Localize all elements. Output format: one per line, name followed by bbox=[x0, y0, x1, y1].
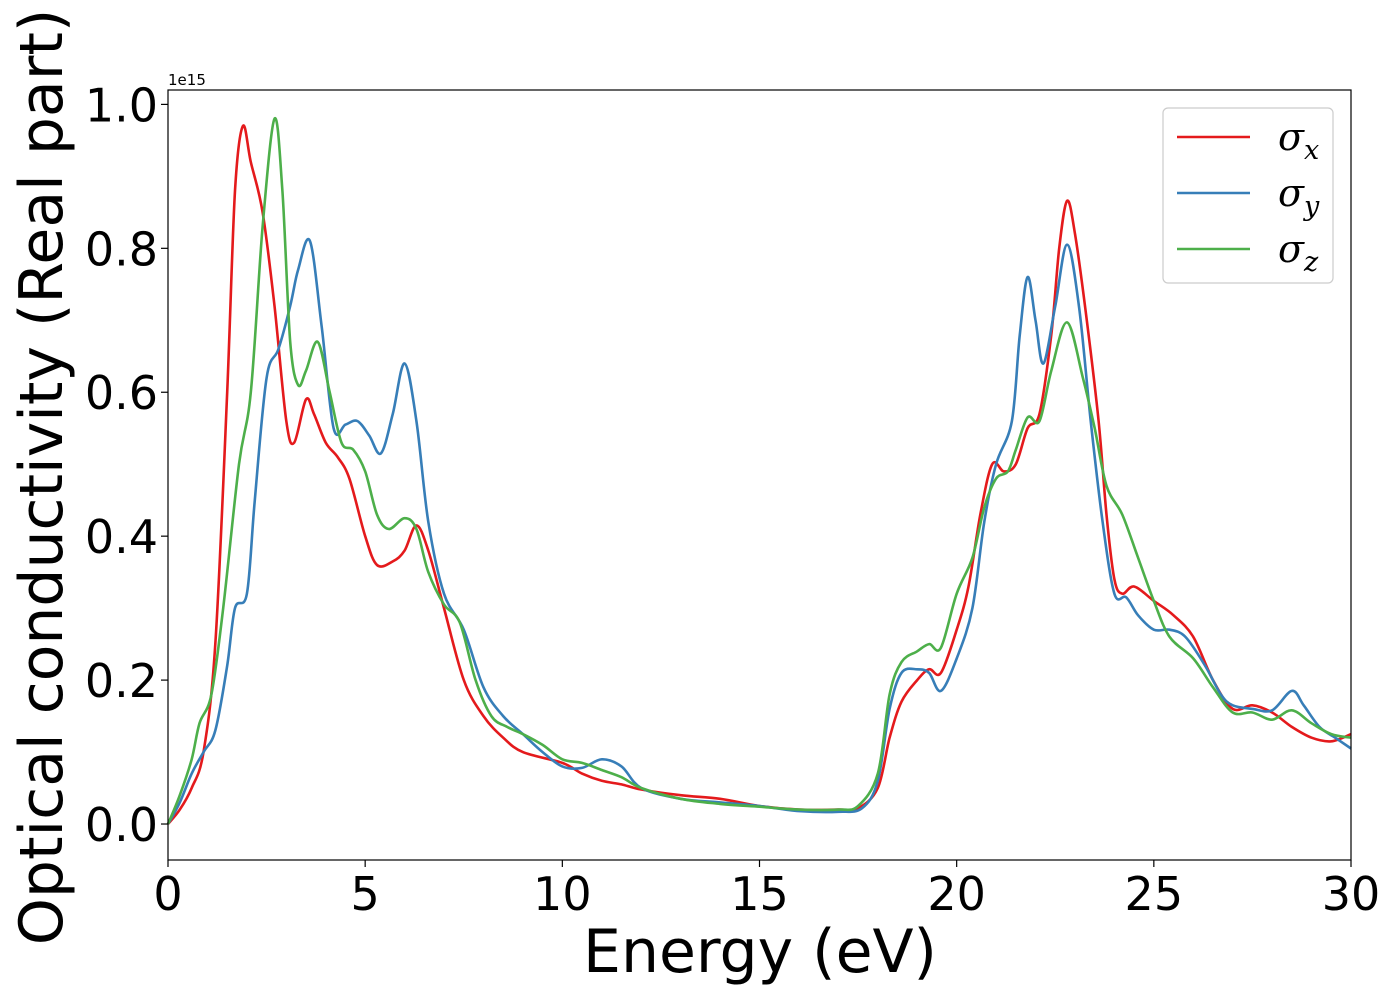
legend-symbol: σ bbox=[1278, 115, 1305, 159]
x-tick-label: 5 bbox=[351, 867, 380, 921]
y-tick-label: 1.0 bbox=[85, 78, 158, 132]
x-tick-label: 30 bbox=[1322, 867, 1381, 921]
plot-frame bbox=[167, 89, 1352, 861]
legend-subscript: y bbox=[1303, 191, 1320, 222]
y-tick-label: 0.6 bbox=[85, 366, 158, 420]
legend-subscript: x bbox=[1304, 135, 1319, 166]
y-tick-label: 0.4 bbox=[85, 510, 158, 564]
x-axis-label: Energy (eV) bbox=[583, 917, 937, 987]
series-line-sigma-y bbox=[166, 237, 1352, 825]
y-axis-label: Optical conductivity (Real part) bbox=[7, 9, 77, 946]
series-line-sigma-z bbox=[166, 117, 1352, 825]
x-tick-label: 20 bbox=[927, 867, 986, 921]
legend-label-sigma-y: σy bbox=[1278, 171, 1320, 222]
series-lines bbox=[166, 117, 1352, 825]
legend-box bbox=[1162, 107, 1334, 284]
x-tick-label: 15 bbox=[730, 867, 789, 921]
legend-label-sigma-z: σz bbox=[1278, 227, 1319, 278]
legend-subscript: z bbox=[1303, 247, 1319, 278]
y-tick-label: 0.8 bbox=[85, 222, 158, 276]
legend-symbol: σ bbox=[1278, 227, 1305, 271]
legend-symbol: σ bbox=[1278, 171, 1305, 215]
x-tick-label: 10 bbox=[533, 867, 592, 921]
y-offset-label: 1e15 bbox=[168, 71, 206, 89]
axis-ticks: 0 5 10 15 20 25 30 0.0 0.2 0.4 0.6 0.8 1.0 bbox=[85, 78, 1380, 921]
x-tick-label: 25 bbox=[1125, 867, 1184, 921]
y-tick-label: 0.0 bbox=[85, 798, 158, 852]
y-tick-label: 0.2 bbox=[85, 654, 158, 708]
legend-label-sigma-x: σx bbox=[1278, 115, 1319, 166]
x-tick-label: 0 bbox=[153, 867, 182, 921]
